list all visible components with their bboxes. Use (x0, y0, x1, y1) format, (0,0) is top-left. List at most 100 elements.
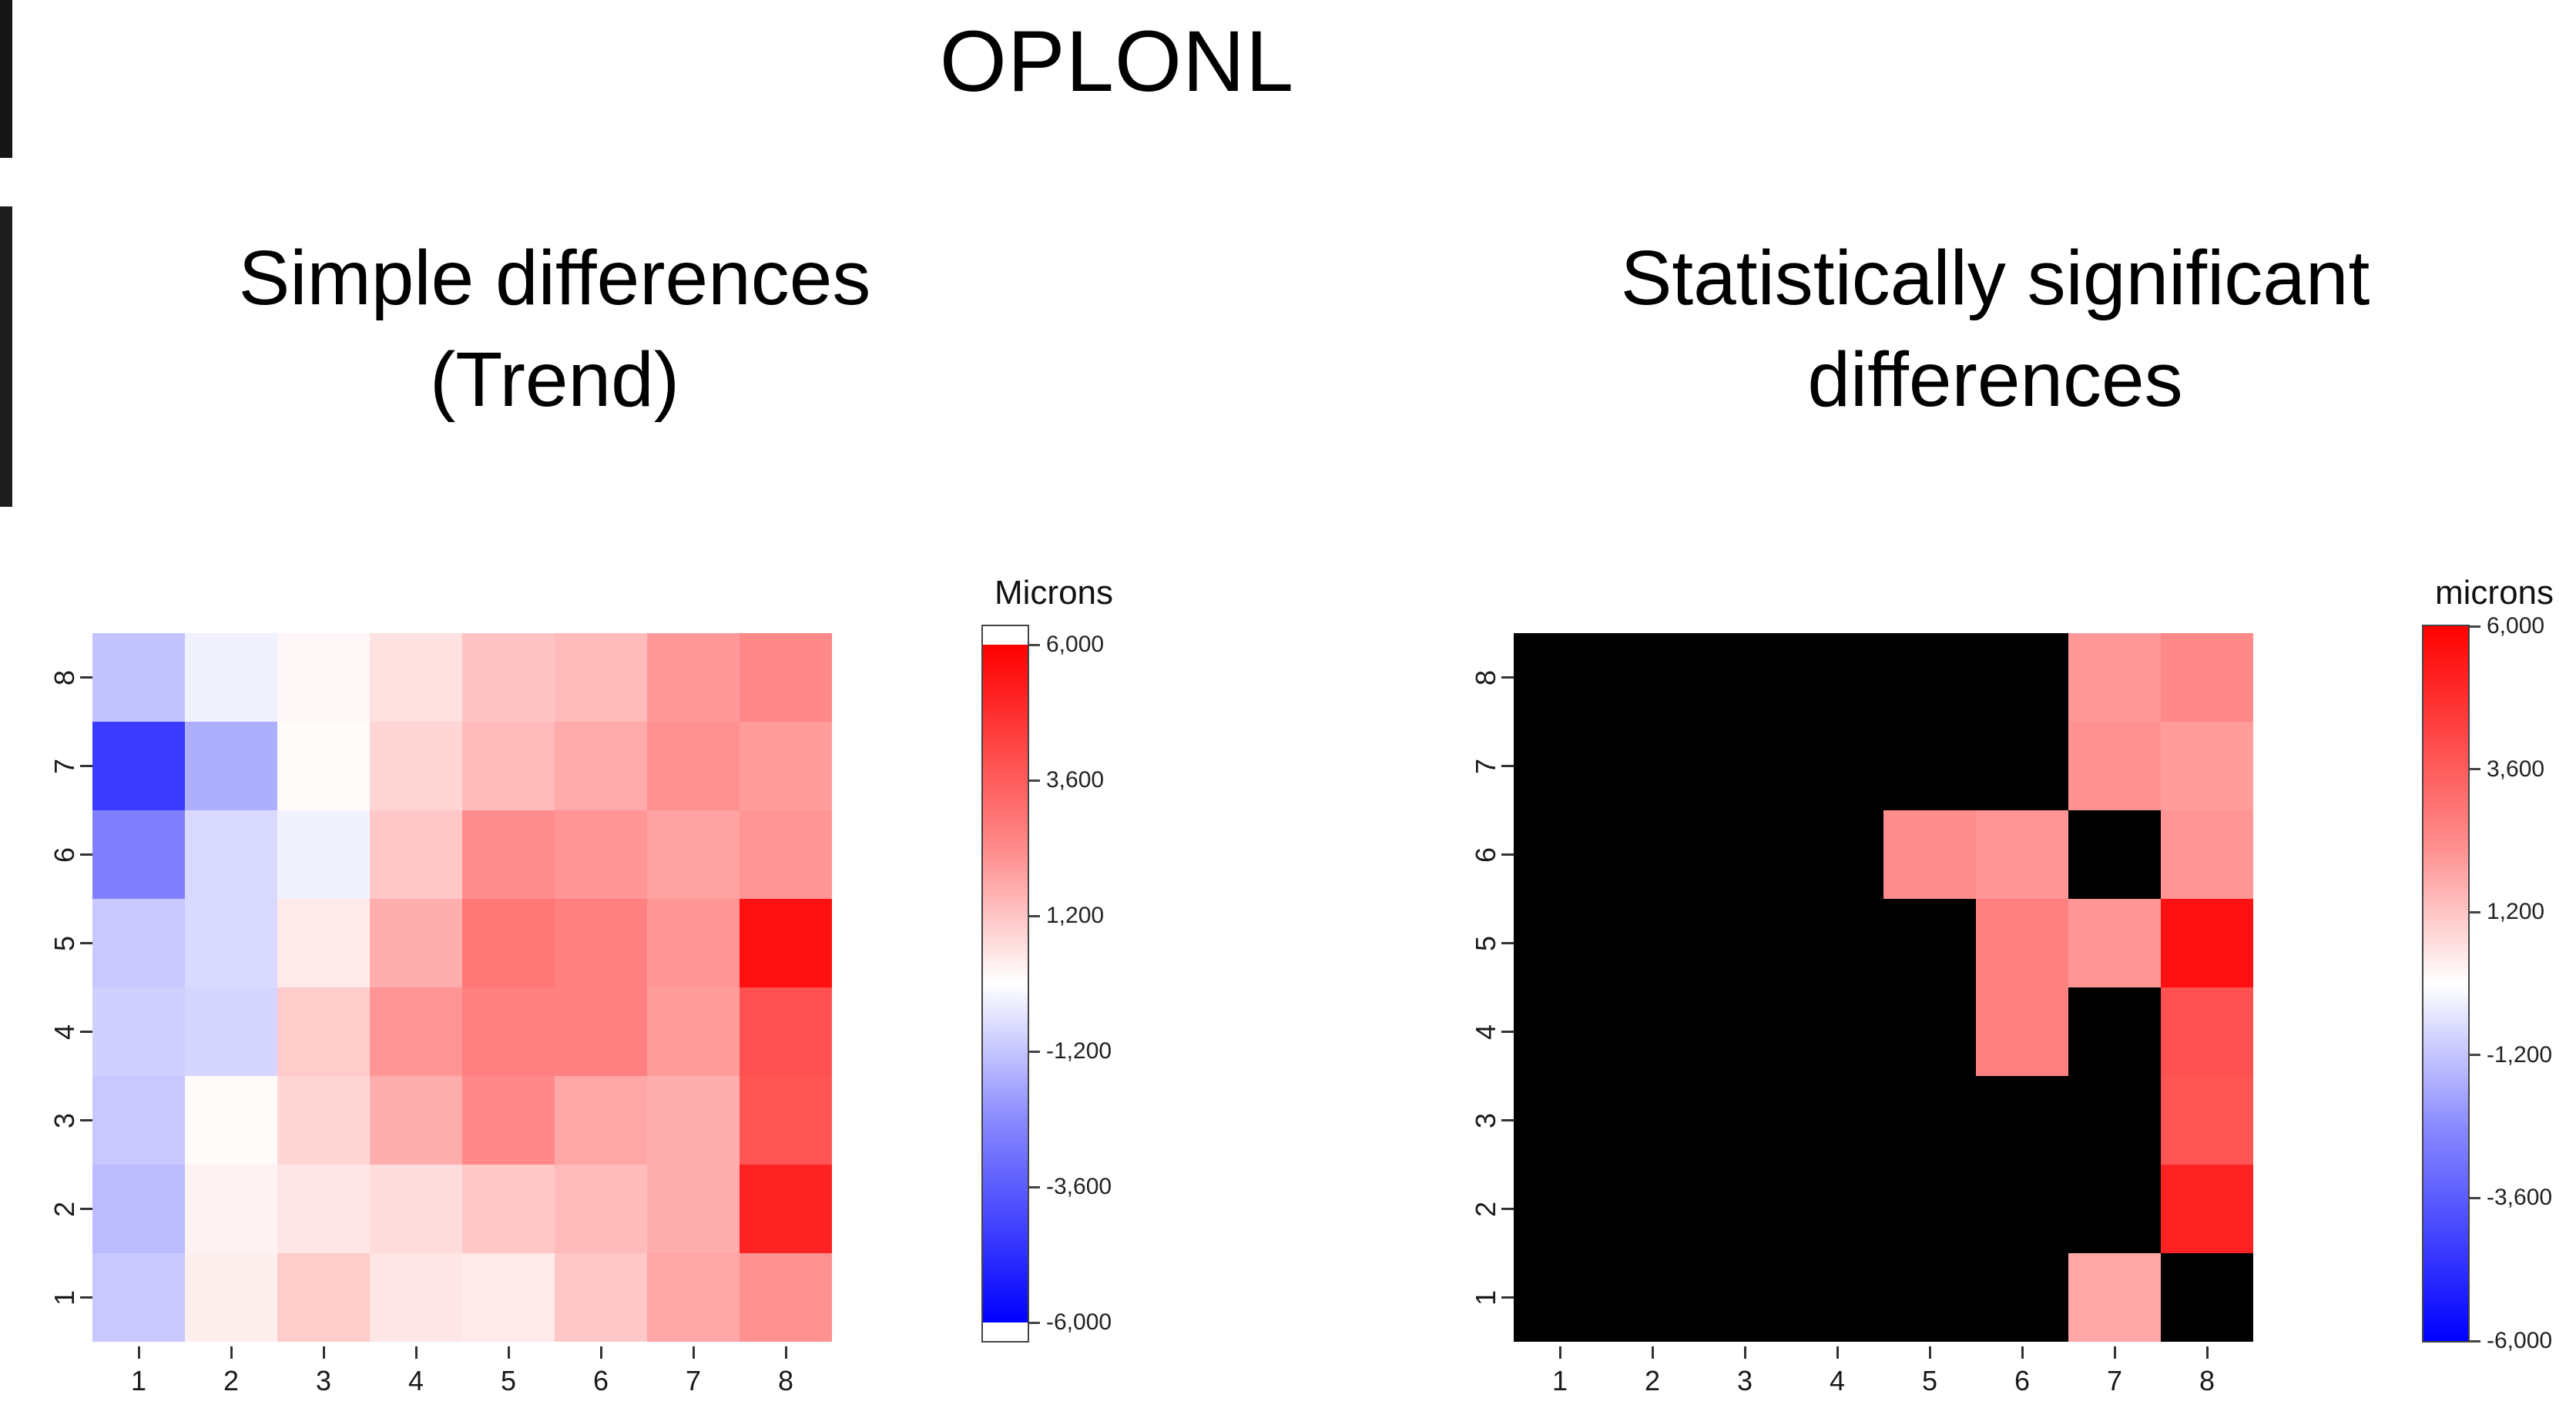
heatmap-cell (2068, 1076, 2161, 1165)
colorbar-tick: -6,000 (2470, 1328, 2552, 1354)
heatmap-cell (1606, 1076, 1699, 1165)
heatmap-cell (1791, 1165, 1883, 1253)
y-tick (1501, 1119, 1514, 1121)
colorbar-tick: 1,200 (2470, 899, 2544, 925)
x-tick (784, 1346, 787, 1359)
x-tick (599, 1346, 602, 1359)
heatmap-cell (1606, 1165, 1699, 1253)
y-axis-label: 6 (1454, 810, 1514, 899)
heatmap-cell (2161, 1253, 2253, 1342)
heatmap-cell (1791, 633, 1883, 722)
heatmap-cell (370, 1165, 462, 1253)
x-tick (1651, 1346, 1654, 1359)
heatmap-cell (647, 722, 740, 810)
heatmap-cell (555, 1253, 647, 1342)
heatmap-cell (370, 987, 462, 1076)
heatmap-cell (1606, 633, 1699, 722)
y-tick (80, 676, 92, 679)
colorbar-tick-dash (1029, 1321, 1040, 1324)
y-axis-label: 6 (32, 810, 92, 899)
heatmap-cell (1883, 1253, 1976, 1342)
heatmap-cell (370, 1076, 462, 1165)
x-axis-label: 6 (1976, 1346, 2068, 1397)
heatmap-cell (1791, 722, 1883, 810)
heatmap-cell (740, 987, 832, 1076)
heatmap-cell (555, 987, 647, 1076)
y-tick (1501, 1296, 1514, 1299)
heatmap-cell (370, 899, 462, 987)
colorbar-cap (983, 626, 1028, 645)
y-tick (80, 1119, 92, 1121)
heatmap-cell (1514, 1076, 1606, 1165)
x-axis-label: 2 (185, 1346, 277, 1397)
x-axis-label: 8 (740, 1346, 832, 1397)
y-axis-label: 2 (32, 1165, 92, 1253)
heatmap-cell (740, 810, 832, 899)
heatmap-cell (1883, 722, 1976, 810)
y-axis-label: 5 (1454, 899, 1514, 987)
colorbar-tick-dash (1029, 1050, 1040, 1053)
x-tick (1558, 1346, 1561, 1359)
colorbar-tick: -1,200 (2470, 1042, 2552, 1068)
heatmap-cell (92, 899, 185, 987)
heatmap-cell (647, 899, 740, 987)
heatmap-cell (277, 1253, 370, 1342)
y-axis-label: 8 (32, 633, 92, 722)
x-tick (2113, 1346, 2116, 1359)
heatmap-grid (92, 633, 832, 1342)
x-axis-label: 6 (555, 1346, 647, 1397)
heatmap-cell (2161, 987, 2253, 1076)
colorbar-tick-dash (2470, 1339, 2480, 1343)
heatmap-cell (1976, 810, 2068, 899)
heatmap-cell (1606, 899, 1699, 987)
y-tick (80, 1296, 92, 1299)
heatmap-cell (555, 810, 647, 899)
colorbar-tick-dash (2470, 910, 2480, 914)
y-tick (80, 1208, 92, 1210)
heatmap-cell (1699, 810, 1791, 899)
y-tick (80, 853, 92, 856)
colorbar-tick-dash (1029, 779, 1040, 782)
left-edge-artifact (0, 0, 12, 158)
heatmap-cell (462, 633, 555, 722)
colorbar-gradient (2423, 626, 2468, 1341)
heatmap-cell (1699, 1253, 1791, 1342)
y-tick (1501, 1031, 1514, 1033)
colorbar-tick-dash (1029, 643, 1040, 646)
heatmap-cell (2161, 633, 2253, 722)
x-axis-label: 2 (1606, 1346, 1699, 1397)
colorbar-tick: 6,000 (2470, 613, 2544, 639)
heatmap-cell (370, 633, 462, 722)
heatmap-cell (1514, 1253, 1606, 1342)
colorbar-ticks: 6,000 3,600 1,200 -1,200 -3,600 -6,000 (2470, 613, 2576, 1353)
x-tick (414, 1346, 418, 1359)
heatmap-cell (1514, 899, 1606, 987)
heatmap-cell (740, 633, 832, 722)
y-axis-label: 7 (1454, 722, 1514, 810)
heatmap-cell (92, 722, 185, 810)
heatmap-cell (1883, 899, 1976, 987)
y-tick (80, 942, 92, 944)
x-tick (507, 1346, 510, 1359)
heatmap-cell (185, 1165, 277, 1253)
heatmap-cell (1791, 1253, 1883, 1342)
heatmap-cell (185, 1253, 277, 1342)
colorbar-tick: -1,200 (1029, 1038, 1112, 1064)
heatmap-cell (1699, 987, 1791, 1076)
heatmap-cell (185, 810, 277, 899)
colorbar-tick: 3,600 (1029, 767, 1104, 793)
heatmap-cell (462, 1165, 555, 1253)
heatmap-cell (462, 899, 555, 987)
heatmap-cell (1976, 633, 2068, 722)
heatmap-cell (1976, 899, 2068, 987)
heading-line2: differences (1807, 337, 2183, 423)
heatmap-cell (462, 722, 555, 810)
heatmap-cell (1883, 1076, 1976, 1165)
colorbar-tick: 1,200 (1029, 903, 1104, 929)
heatmap-cell (1791, 1076, 1883, 1165)
heatmap-cell (277, 810, 370, 899)
heatmap-cell (92, 810, 185, 899)
heatmap-cell (2068, 1253, 2161, 1342)
